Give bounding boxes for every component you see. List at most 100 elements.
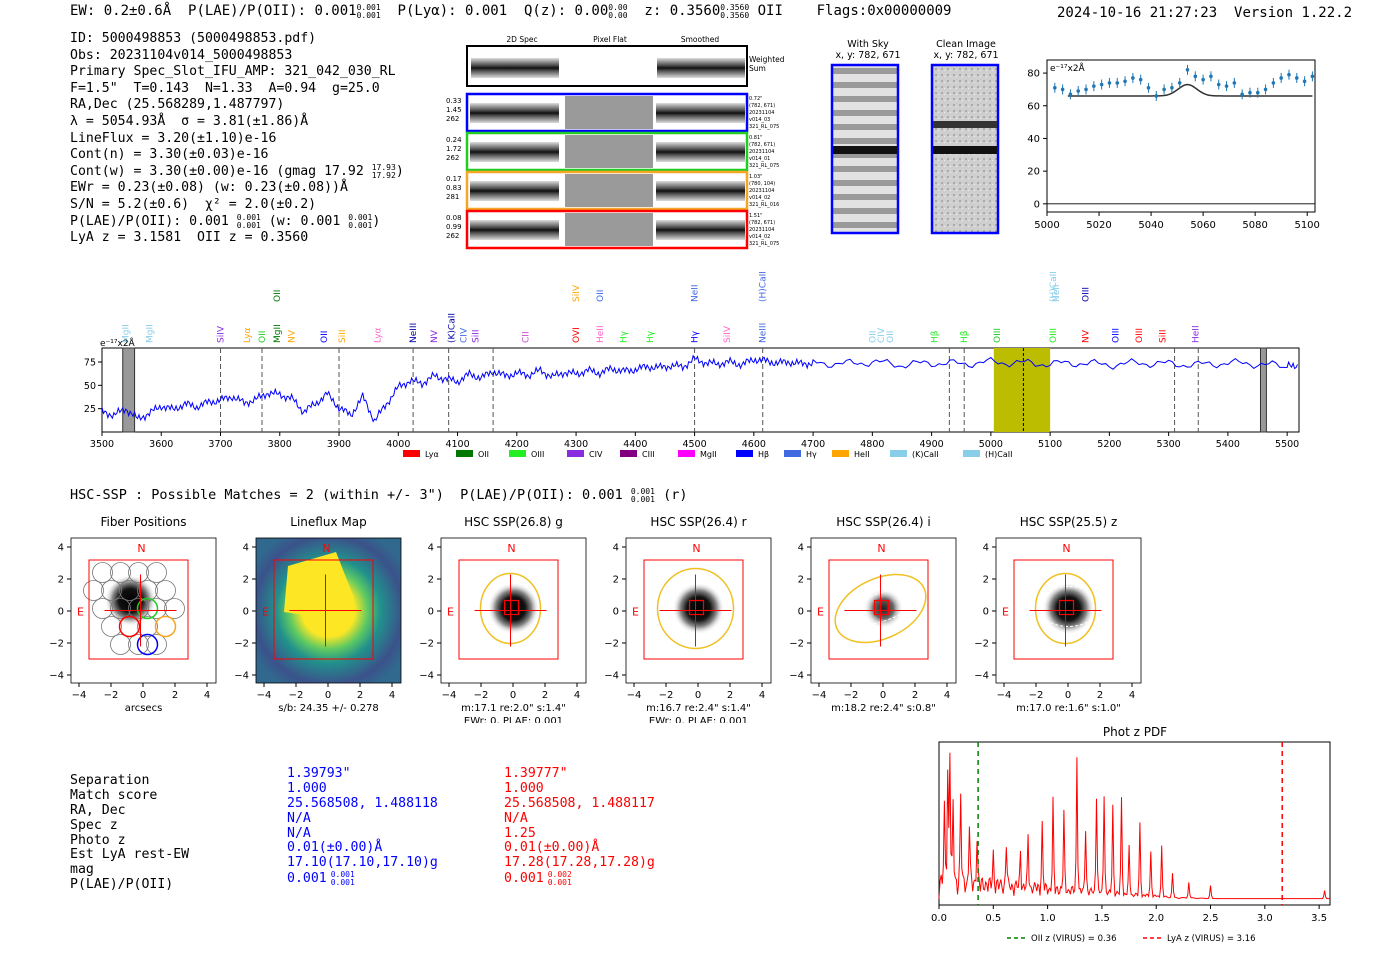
info-ewr: EWr = 0.23(±0.08) (w: 0.23(±0.08))Å xyxy=(70,180,348,196)
hsc-panel: Lineflux Map N E −4 −4 −2 −2 0 0 2 2 4 4 s/b: 24.35 +… xyxy=(234,515,402,714)
compare-red-value: 0.01(±0.00)Å xyxy=(504,841,655,856)
hsc-xtick-label: −4 xyxy=(442,690,457,701)
weighted-smooth xyxy=(657,58,745,78)
spec-line-label-group: OIII xyxy=(1049,328,1059,343)
spec-line-label-group: OII xyxy=(320,331,330,343)
photz-xtick-label: 0.0 xyxy=(931,913,947,924)
spec-legend-label: OIII xyxy=(531,450,544,459)
hsc-xtick-label: 0 xyxy=(510,690,516,701)
spec-highlight-band xyxy=(993,348,1051,432)
spec-dashes xyxy=(220,348,1199,432)
compare-red-text: N/A xyxy=(504,810,528,826)
contw-sub: 17.92 xyxy=(371,170,396,180)
spec-grey-band xyxy=(122,347,136,433)
spec-line-label: Hγ xyxy=(619,330,629,343)
zoom-point xyxy=(1076,89,1081,93)
hsc-ytick-label: −4 xyxy=(419,671,434,682)
hsc-xtick-label: 0 xyxy=(140,690,146,701)
hsc-xtick-label: 4 xyxy=(944,690,950,701)
hsc-ytick-label: 2 xyxy=(428,575,434,586)
zoom-ytick-label: 0 xyxy=(1034,199,1040,210)
spec-xtick-label: 4400 xyxy=(623,439,647,450)
hsc-panel-caption2: EWr: 0, PLAE: 0.001 xyxy=(649,716,748,723)
spec-legend-swatch xyxy=(456,450,473,457)
spec-line-label: Hγ xyxy=(646,330,656,343)
spec-xtick-label: 4700 xyxy=(801,439,825,450)
header-summary: EW: 0.2±0.6Å P(LAE)/P(OII): 0.0010.001 0.… xyxy=(70,3,951,20)
spec-legend-swatch xyxy=(678,450,695,457)
spec-line-label-group: OII xyxy=(886,331,896,343)
spec-line-label: Lyα xyxy=(243,327,253,343)
zoom-plot: e⁻¹⁷x2Å 5000 5020 5040 5060 5080 5100 0 20 40 60 8… xyxy=(1027,59,1320,231)
fiber-circle xyxy=(128,634,149,655)
cutout-left-value: 281 xyxy=(446,193,459,201)
fiber-circle xyxy=(83,580,104,601)
spec-line-label-group: OII xyxy=(258,331,268,343)
photz-xtick-label: 2.0 xyxy=(1148,913,1164,924)
target-box xyxy=(688,599,705,616)
spec-line-label-group: OII xyxy=(868,331,878,343)
north-label: N xyxy=(1062,542,1070,555)
timestamp: 2024-10-16 21:27:23 xyxy=(1057,5,1218,21)
compare-blue-value: 1.39793" xyxy=(287,766,438,782)
spec-line-label: NV xyxy=(430,329,440,343)
cutout-right-info: v014_01 xyxy=(749,156,770,162)
spec-line-label-group: Hγ xyxy=(619,330,629,343)
spec-line-label-group: SiIV xyxy=(723,325,733,343)
spec-flux-line xyxy=(101,354,1298,423)
cutout-right-info: 20231104 xyxy=(749,227,774,233)
hsc-xtick-label: −4 xyxy=(257,690,272,701)
zoom-point xyxy=(1255,90,1260,95)
hsc-panel-title: HSC SSP(26.8) g xyxy=(464,515,563,529)
zoom-point xyxy=(1287,72,1291,77)
spec-line-label-group: NV xyxy=(430,329,440,343)
zoom-point xyxy=(1271,81,1276,85)
cutout-smooth xyxy=(656,220,745,240)
cutout-left-value: 262 xyxy=(446,115,459,123)
hsc-ytick-label: −4 xyxy=(974,671,989,682)
z-line: OII xyxy=(757,3,783,19)
cutout-2d xyxy=(470,142,559,162)
spec-line-label: MgII xyxy=(122,324,132,343)
spec-line-label-group: Hβ xyxy=(960,330,970,343)
spec-upper-label-group: NeII xyxy=(1052,284,1062,302)
spec-line-label-group: MgII xyxy=(273,324,283,343)
spec-bands xyxy=(122,347,1267,433)
hsc-ytick-label: 0 xyxy=(243,607,249,618)
compare-red-value: 1.25 xyxy=(504,826,655,842)
spec-line-label-group: SiII xyxy=(338,329,348,343)
cutout-right-info: v014_02 xyxy=(749,234,770,240)
spec-line-label: OVI xyxy=(572,327,582,343)
compare-blue-text: 1.39793" xyxy=(287,766,351,781)
spec-line-label-group: OIII xyxy=(993,328,1003,343)
zoom-point xyxy=(1053,85,1057,90)
compare-blue-text: 25.568508, 1.488118 xyxy=(287,795,438,811)
compare-labels: Separation Match score RA, Dec Spec z Photo … xyxy=(70,773,189,893)
galaxy-blob xyxy=(487,582,540,635)
galaxy-blob xyxy=(672,582,725,635)
hsc-panel-title: HSC SSP(26.4) i xyxy=(836,515,931,529)
hsc-ytick-label: 2 xyxy=(798,575,804,586)
spec-line-label: Hγ xyxy=(691,330,701,343)
cutout-left-value: 262 xyxy=(446,154,459,162)
hsc-xtick-label: −2 xyxy=(104,690,119,701)
zoom-point xyxy=(1185,68,1190,72)
spec-line-label-group: HeII xyxy=(1191,325,1201,343)
compare-blue-value: 25.568508, 1.488118 xyxy=(287,795,438,812)
spec-line-label-group: MgII xyxy=(122,324,132,343)
with-sky-label: With Sky xyxy=(847,39,889,50)
hsc-summary-label: HSC-SSP : Possible Matches = 2 (within +… xyxy=(70,487,444,503)
footprint-box xyxy=(828,559,929,660)
spec-xtick-label: 4800 xyxy=(860,439,884,450)
spec-line-label-group: CII xyxy=(522,331,532,343)
zoom-point xyxy=(1201,77,1205,82)
hsc-ytick-label: 4 xyxy=(798,543,804,554)
footprint-box xyxy=(458,559,559,660)
cutout-left-value: 0.08 xyxy=(446,214,462,222)
z-sup: 0.3560 xyxy=(720,3,750,12)
plya-value: P(Lyα): 0.001 xyxy=(397,3,508,19)
compare-red-value: N/A xyxy=(504,810,655,827)
compare-red-sub: 0.001 xyxy=(547,878,572,888)
fiber-circle xyxy=(146,598,167,619)
hsc-xtick-label: 0 xyxy=(1065,690,1071,701)
